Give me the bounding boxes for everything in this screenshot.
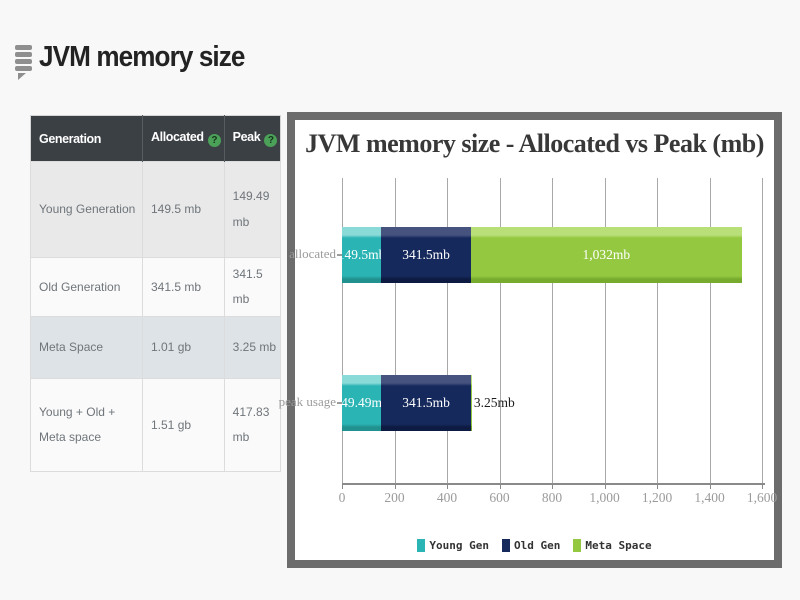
- y-axis-tick: [337, 254, 342, 256]
- x-gridline: [342, 178, 343, 483]
- bar-value-label: 1,032mb: [582, 247, 631, 262]
- category-label: allocated: [289, 246, 336, 261]
- bar-segment-old-gen[interactable]: 341.5mb: [381, 227, 471, 283]
- x-tick-label: 1,600: [746, 490, 778, 505]
- x-axis-tick: [604, 483, 606, 489]
- x-gridline: [709, 178, 711, 483]
- legend-swatch: [502, 539, 510, 552]
- bar-value-label: 149.5mb: [337, 247, 386, 262]
- table-row: Young + Old + Meta space 1.51 gb 417.83 mb: [30, 378, 282, 473]
- x-tick-label: 200: [384, 490, 405, 505]
- cell-allocated: 341.5 mb: [142, 256, 225, 318]
- x-axis-tick: [394, 483, 396, 489]
- chart-title: JVM memory size - Allocated vs Peak (mb): [305, 129, 764, 158]
- bar-segment-meta-space[interactable]: 1,032mb: [470, 227, 742, 283]
- bar-segment-young-gen[interactable]: 149.49mb: [334, 375, 389, 431]
- x-gridline: [604, 178, 606, 483]
- cell-generation: Meta Space: [30, 316, 143, 380]
- x-tick-label: 800: [541, 490, 563, 505]
- x-gridline: [394, 178, 396, 483]
- cell-generation: Young + Old + Meta space: [30, 378, 143, 473]
- x-tick-label: 1,000: [589, 490, 620, 505]
- x-gridline: [499, 178, 501, 483]
- cell-generation: Old Generation: [30, 256, 143, 318]
- x-gridline: [657, 178, 658, 483]
- bar-value-label: 341.5mb: [402, 247, 450, 262]
- x-axis-line: [342, 483, 765, 485]
- x-gridline: [552, 178, 553, 483]
- cell-peak: 417.83 mb: [223, 378, 282, 473]
- legend-label: Young Gen: [429, 539, 489, 552]
- table-row: Old Generation 341.5 mb 341.5 mb: [30, 256, 282, 318]
- x-tick-label: 1,400: [694, 490, 725, 505]
- x-axis-tick: [499, 483, 501, 489]
- column-header-generation: Generation: [30, 115, 143, 162]
- x-tick-label: 0: [338, 490, 346, 505]
- x-gridline: [762, 178, 763, 483]
- x-gridline: [447, 178, 448, 483]
- bar-row-allocated: 149.5mb 341.5mb 1,032mb: [338, 227, 742, 283]
- bar-value-label: 341.5mb: [402, 395, 450, 410]
- legend-item-old-gen[interactable]: Old Gen: [502, 539, 560, 552]
- x-axis-tick: [709, 483, 711, 489]
- cell-peak: 149.49 mb: [223, 161, 282, 258]
- help-icon[interactable]: ?: [264, 134, 278, 147]
- bar-value-label: 3.25mb: [473, 395, 515, 410]
- legend-item-meta-space[interactable]: Meta Space: [573, 539, 652, 552]
- bar-segment-meta-space[interactable]: 3.25mb: [470, 375, 515, 431]
- cell-peak: 3.25 mb: [223, 316, 282, 380]
- memory-table: Generation Allocated? Peak? Young Generati…: [30, 115, 282, 473]
- column-header-peak: Peak?: [224, 115, 281, 162]
- column-header-allocated: Allocated?: [142, 115, 225, 162]
- x-axis-tick: [657, 483, 658, 489]
- cell-allocated: 1.01 gb: [142, 316, 225, 380]
- memory-stack-icon: [15, 45, 32, 80]
- memory-table-header: Generation Allocated? Peak?: [30, 115, 281, 162]
- cell-allocated: 1.51 gb: [142, 378, 225, 473]
- chart-panel: JVM memory size - Allocated vs Peak (mb)…: [279, 112, 782, 568]
- table-row: Meta Space 1.01 gb 3.25 mb: [30, 316, 282, 380]
- page-header: JVM memory size: [15, 41, 267, 80]
- x-axis-tick: [447, 483, 448, 489]
- x-axis-tick: [342, 483, 343, 489]
- table-row: Young Generation 149.5 mb 149.49 mb: [30, 161, 282, 258]
- cell-generation: Young Generation: [30, 161, 143, 258]
- bar-value-label: 149.49mb: [334, 395, 389, 410]
- bar-row-peak-usage: 149.49mb 341.5mb 3.25mb: [334, 375, 515, 431]
- x-axis-tick: [762, 483, 763, 489]
- x-tick-label: 600: [489, 490, 510, 505]
- x-axis-tick: [552, 483, 553, 489]
- legend-item-young-gen[interactable]: Young Gen: [417, 539, 489, 552]
- legend-label: Meta Space: [585, 539, 652, 552]
- help-icon[interactable]: ?: [207, 134, 221, 147]
- bar-segment-young-gen[interactable]: 149.5mb: [338, 227, 385, 283]
- bar-segment-old-gen[interactable]: 341.5mb: [381, 375, 471, 431]
- page-title: JVM memory size: [39, 41, 245, 73]
- category-label: peak usage: [278, 394, 336, 409]
- y-axis-tick: [337, 402, 342, 404]
- legend-label: Old Gen: [514, 539, 561, 552]
- legend-swatch: [573, 539, 582, 552]
- chart-legend: Young Gen Old Gen Meta Space: [295, 539, 774, 552]
- x-tick-label: 1,200: [641, 490, 673, 505]
- cell-allocated: 149.5 mb: [142, 161, 225, 258]
- cell-peak: 341.5 mb: [223, 256, 282, 318]
- x-tick-label: 400: [436, 490, 458, 505]
- legend-swatch: [417, 539, 426, 552]
